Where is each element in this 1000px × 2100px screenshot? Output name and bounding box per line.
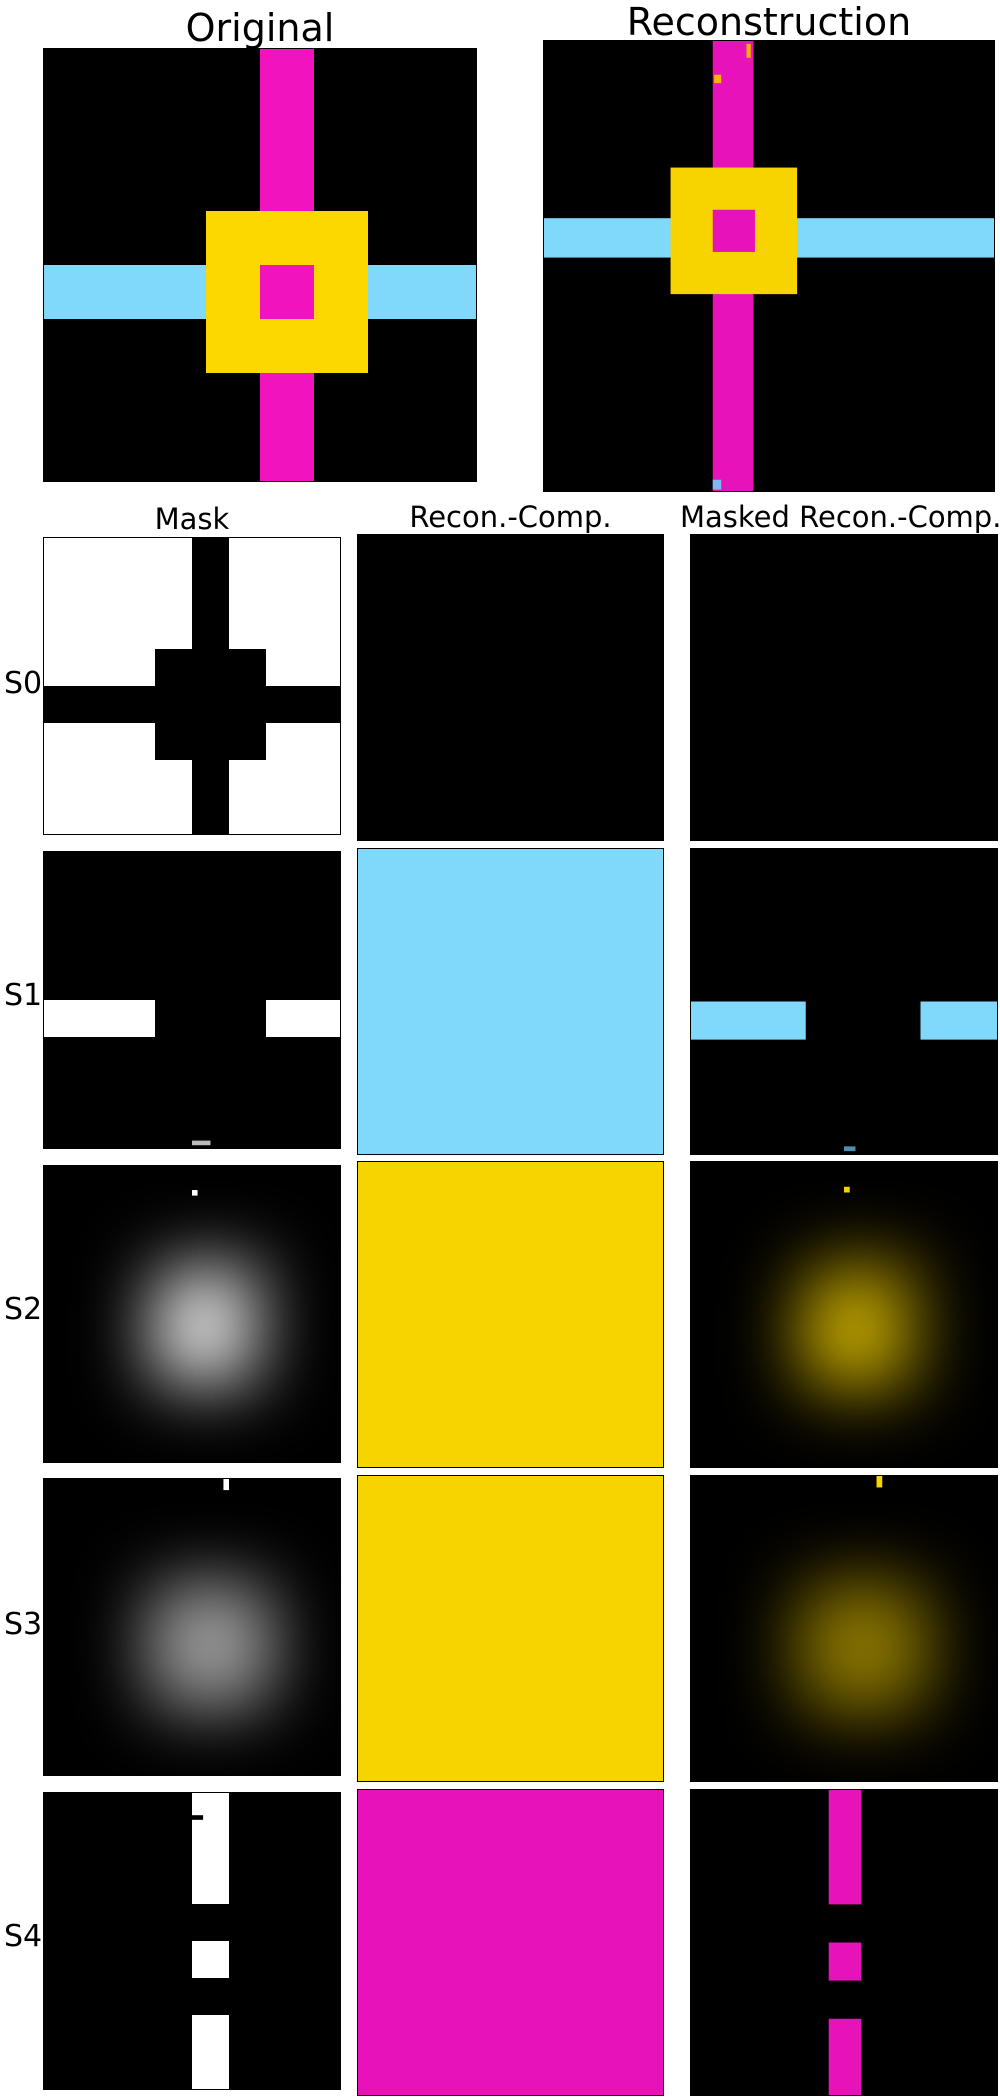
reconstruction-title: Reconstruction [626,0,912,44]
masked-recon-comp-column-header: Masked Recon.-Comp. [680,500,1000,534]
s0-masked-recon-comp [690,534,998,841]
s3-recon-comp [357,1475,664,1782]
recon-comp-column-header: Recon.-Comp. [409,500,612,534]
s1-masked-recon-comp [690,848,998,1155]
row-label-s0: S0 [4,666,43,701]
row-label-s4: S4 [4,1919,43,1954]
s1-mask [43,851,341,1149]
row-label-s2: S2 [4,1292,43,1327]
row-label-s3: S3 [4,1607,43,1642]
s4-recon-comp [357,1789,664,2096]
s0-mask [43,537,341,835]
s2-recon-comp [357,1161,664,1468]
original-title: Original [185,6,335,50]
s1-recon-comp [357,848,664,1155]
s3-masked-recon-comp [690,1475,998,1782]
s4-masked-recon-comp [690,1789,998,2096]
s2-mask [43,1165,341,1463]
s3-mask [43,1478,341,1776]
s4-mask [43,1792,341,2090]
original-image [43,48,477,482]
s2-masked-recon-comp [690,1161,998,1468]
reconstruction-image [543,40,995,492]
mask-column-header: Mask [154,502,230,536]
row-label-s1: S1 [4,978,43,1013]
s0-recon-comp [357,534,664,841]
